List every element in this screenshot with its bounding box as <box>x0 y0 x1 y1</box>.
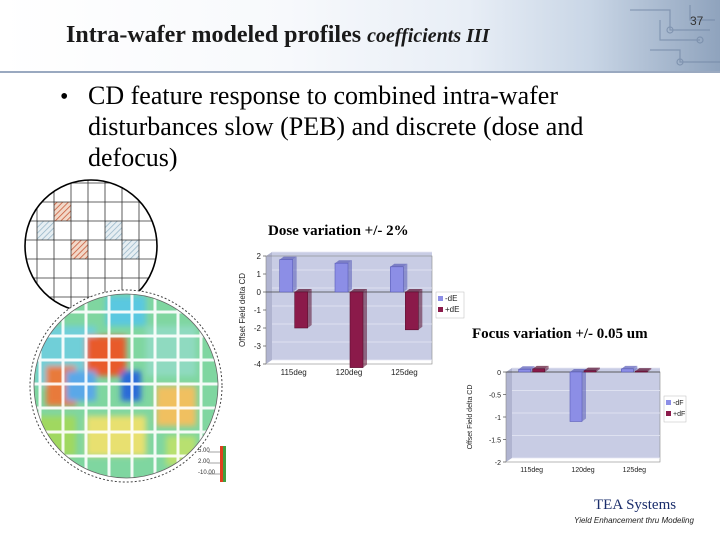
y-tick-label: -2 <box>495 460 501 467</box>
bar-de <box>279 259 293 293</box>
bar-side-face <box>582 369 586 422</box>
focus-variation-chart: 0 -0.5 -1 -1.5 -2 Offset Field delta CD 115deg… <box>462 360 690 480</box>
y-tick-label: -2 <box>254 324 262 333</box>
bar-top-face <box>390 263 408 267</box>
bullet-text: CD feature response to combined intra-wa… <box>88 81 584 172</box>
x-tick-label: 115deg <box>520 467 543 474</box>
x-tick-label: 125deg <box>391 368 418 377</box>
y-tick-label: -1.5 <box>489 438 501 445</box>
y-tick-label: -1 <box>495 415 501 422</box>
bar-side-face <box>348 260 352 292</box>
heatmap-colorbar <box>208 446 226 482</box>
bar-de <box>294 291 308 329</box>
slide-title: Intra-wafer modeled profiles coefficient… <box>66 22 490 48</box>
y-tick-label: -4 <box>254 360 262 369</box>
legend-label: +dF <box>673 411 685 418</box>
bar-top-face <box>294 289 312 292</box>
bar-top-face <box>532 365 549 369</box>
circuit-decoration-icon <box>630 5 720 66</box>
x-tick-label: 125deg <box>623 467 646 474</box>
bar-side-face <box>363 289 367 368</box>
bar-df <box>635 370 648 373</box>
colorbar-tick-label: -10.00 <box>198 470 216 476</box>
slide-header: Intra-wafer modeled profiles coefficient… <box>0 0 720 72</box>
dose-variation-chart: 2 1 0 -1 -2 -3 -4 Offset Field delta CD 115deg 12… <box>236 244 468 382</box>
colorbar-tick-label: 5.00 <box>198 448 210 454</box>
slide-title-suffix: coefficients III <box>367 25 490 47</box>
colorbar-tick-label: 2.00 <box>198 459 210 465</box>
legend-label: -dE <box>445 294 457 303</box>
legend-label: +dE <box>445 305 459 314</box>
bar-de <box>405 291 419 331</box>
legend-swatch <box>438 307 443 312</box>
y-axis-label: Offset Field delta CD <box>467 385 474 450</box>
plot-sidewall <box>506 368 512 462</box>
slide-number: 37 <box>690 14 704 28</box>
bar-de <box>349 291 364 368</box>
legend-label: -dF <box>673 400 684 407</box>
bar-df <box>518 369 531 373</box>
x-tick-label: 115deg <box>281 368 307 377</box>
y-axis-label: Offset Field delta CD <box>238 273 247 347</box>
bar-top-face <box>279 256 297 260</box>
bar-top-face <box>635 368 652 372</box>
bar-top-face <box>350 289 367 292</box>
legend-swatch <box>666 400 671 405</box>
bar-side-face <box>647 368 652 373</box>
y-tick-label: 1 <box>257 270 262 279</box>
y-tick-label: -3 <box>254 342 262 351</box>
focus-chart-title: Focus variation +/- 0.05 um <box>472 326 648 343</box>
bar-top-face <box>621 365 638 369</box>
plot-sidewall <box>266 252 272 364</box>
x-tick-label: 120deg <box>336 368 363 377</box>
footer-tagline: Yield Enhancement thru Modeling <box>574 516 694 525</box>
legend-swatch <box>438 296 443 301</box>
y-tick-label: 0 <box>497 370 501 377</box>
bar-side-face <box>403 263 408 292</box>
chart-svg: 0 -0.5 -1 -1.5 -2 Offset Field delta CD 115deg… <box>467 365 687 474</box>
bar-top-face <box>335 260 352 264</box>
bar-df <box>621 368 634 373</box>
bar-side-face <box>544 365 549 372</box>
y-tick-label: 2 <box>257 252 262 261</box>
bar-side-face <box>292 256 297 292</box>
y-tick-label: -1 <box>254 306 262 315</box>
bar-de <box>334 262 349 293</box>
bar-de <box>390 266 404 293</box>
wafer-field-map <box>24 179 158 313</box>
legend-swatch <box>666 411 671 416</box>
y-tick-label: -0.5 <box>489 393 501 400</box>
bar-df <box>532 368 545 373</box>
bullet-icon: • <box>60 84 69 110</box>
cd-heatmap-wafer <box>29 289 223 483</box>
bar-top-face <box>584 367 600 371</box>
y-tick-label: 0 <box>257 288 262 297</box>
footer-brand: TEA Systems <box>594 497 677 513</box>
dose-chart-title: Dose variation +/- 2% <box>268 223 409 240</box>
x-tick-label: 120deg <box>571 467 594 474</box>
bar-side-face <box>633 365 638 372</box>
bar-top-face <box>405 289 423 292</box>
header-divider <box>0 71 720 73</box>
bar-df <box>569 371 583 422</box>
chart-svg: 2 1 0 -1 -2 -3 -4 Offset Field delta CD 115deg 12… <box>238 251 465 377</box>
bar-side-face <box>418 289 423 330</box>
bar-side-face <box>307 289 312 328</box>
bar-side-face <box>596 367 600 372</box>
bar-top-face <box>518 366 535 370</box>
bar-df <box>583 370 597 373</box>
bar-top-face <box>570 369 586 372</box>
